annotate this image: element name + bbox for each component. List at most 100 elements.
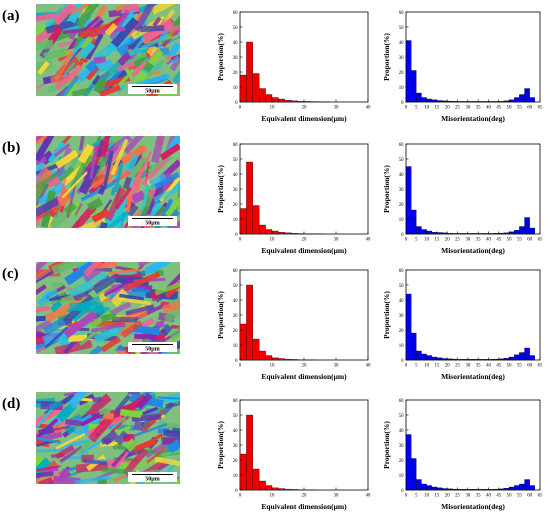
grain: [69, 153, 92, 190]
histogram-bar: [284, 488, 292, 491]
histogram-bar: [519, 483, 525, 491]
grain: [65, 419, 82, 427]
histogram-bar: [514, 230, 520, 235]
histogram-bar: [483, 233, 489, 235]
grain: [86, 15, 105, 32]
histogram-bar: [246, 41, 253, 103]
histogram-bar: [524, 347, 530, 361]
row-label-d: (d): [2, 396, 21, 412]
y-tick-label: 50: [233, 414, 238, 419]
grain: [148, 173, 168, 189]
y-tick-label: 0: [401, 233, 404, 238]
x-tick-label: 30: [334, 494, 339, 499]
x-tick-label: 0: [239, 106, 242, 111]
grain: [85, 393, 112, 419]
grain: [51, 262, 87, 275]
grain: [59, 445, 83, 463]
grain: [113, 162, 124, 193]
x-tick-label: 5: [415, 106, 418, 111]
histogram-bar: [421, 483, 427, 491]
grain: [36, 345, 47, 353]
grain: [132, 433, 164, 454]
grain: [53, 143, 71, 158]
x-tick-label: 40: [366, 106, 371, 111]
grain: [54, 64, 83, 91]
histogram-bar: [421, 97, 427, 103]
x-axis-label: Equivalent dimension(μm): [261, 502, 347, 511]
grain: [146, 446, 168, 464]
x-tick-label: 10: [424, 106, 429, 111]
x-tick-label: 0: [239, 364, 242, 369]
grain: [133, 324, 160, 336]
histogram-bar: [467, 233, 474, 235]
x-tick-label: 40: [486, 364, 491, 369]
grain: [78, 296, 102, 312]
y-tick-label: 50: [399, 414, 404, 419]
y-tick-label: 10: [399, 344, 404, 349]
histogram-bar: [472, 101, 479, 103]
histogram-bar: [431, 99, 438, 103]
y-tick-label: 40: [233, 173, 238, 178]
histogram-bar: [514, 354, 520, 361]
y-tick-label: 10: [233, 86, 238, 91]
grain: [75, 438, 94, 456]
ebsd-map-d: 50μm: [36, 392, 180, 484]
grain: [49, 425, 70, 432]
histogram-bar: [252, 73, 260, 103]
grain: [153, 171, 180, 190]
histogram-bar: [265, 485, 273, 491]
y-tick-label: 30: [399, 56, 404, 61]
grain: [38, 477, 54, 484]
y-tick-label: 20: [399, 459, 404, 464]
grain: [151, 136, 165, 164]
histogram-bar: [259, 224, 266, 235]
x-tick-label: 20: [445, 106, 450, 111]
histogram-bar: [483, 359, 489, 361]
plot-frame: [405, 269, 541, 361]
grain: [100, 136, 111, 157]
y-tick-label: 10: [233, 218, 238, 223]
x-tick-label: 45: [496, 238, 501, 243]
histogram-bar: [405, 166, 412, 235]
grain: [36, 136, 55, 162]
histogram-bar: [488, 489, 494, 491]
grain: [92, 396, 102, 403]
scale-bar-box: [128, 472, 177, 482]
grain: [36, 197, 61, 217]
x-tick-label: 60: [527, 238, 532, 243]
y-tick-label: 40: [399, 429, 404, 434]
grain: [127, 392, 140, 396]
histogram-bar: [421, 229, 427, 235]
histogram-bar: [284, 232, 292, 235]
histogram-bar: [493, 101, 499, 103]
x-tick-label: 50: [507, 364, 512, 369]
y-tick-label: 20: [399, 71, 404, 76]
size-histogram-c: 0 10 20 30 40 50 60 0 10 20 30 40 Equivalent dimensi…: [216, 269, 371, 381]
grain: [101, 467, 137, 476]
histogram-bar: [291, 233, 298, 235]
grain: [55, 432, 86, 450]
x-tick-label: 10: [270, 364, 275, 369]
histogram-bar: [411, 70, 417, 103]
histogram-bar: [426, 485, 432, 491]
grain: [161, 300, 180, 314]
y-tick-label: 60: [233, 399, 238, 404]
grain: [125, 153, 139, 173]
histogram-bar: [436, 100, 443, 103]
grain: [123, 271, 161, 291]
grain: [104, 22, 118, 36]
histogram-bar: [508, 486, 515, 491]
grain: [93, 77, 107, 94]
histogram-bar: [252, 205, 260, 235]
grain: [160, 323, 173, 337]
histogram-bar: [405, 434, 412, 491]
grain: [53, 50, 74, 81]
histogram-bar: [452, 488, 458, 491]
histogram-bar: [278, 232, 285, 235]
histogram-bar: [297, 101, 305, 103]
histogram-bar: [514, 97, 520, 103]
x-tick-label: 0: [405, 364, 408, 369]
ebsd-map-c: 50μm: [36, 262, 180, 354]
grain: [114, 430, 129, 446]
histogram-bar: [472, 359, 479, 361]
